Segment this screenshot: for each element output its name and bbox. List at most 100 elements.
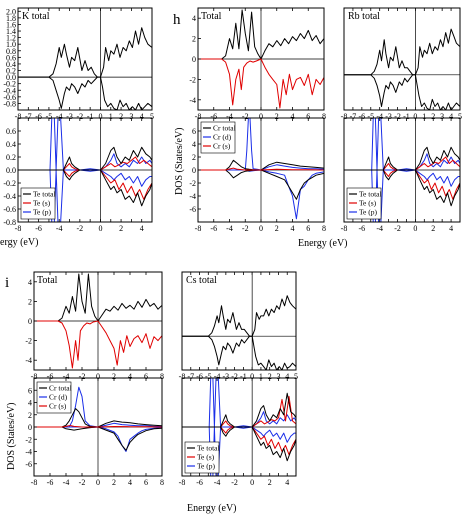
x-tick-label: 5 [294, 372, 298, 381]
panel-title: Total [201, 11, 222, 22]
y-tick-label: 0 [192, 166, 196, 175]
legend-label: Te (p) [33, 208, 52, 217]
y-tick-label: -4 [25, 356, 32, 365]
x-tick-label: 0 [250, 478, 254, 487]
x-tick-label: 4 [291, 112, 295, 121]
series-line-total-0 [18, 27, 152, 78]
y-tick-label: 4 [192, 14, 196, 23]
y-tick-label: -2 [189, 75, 196, 84]
y-tick-label: 1.6 [6, 20, 16, 29]
panel-title: Cs total [186, 275, 217, 286]
y-tick-label: 0.4 [6, 140, 16, 149]
plot-frame [343, 7, 461, 111]
panel-h-cs-top: -8 -7 -6 -5 -4 -3 -2 -1 0 1 2 3 4 5 Rb total [341, 7, 462, 121]
y-tick-label: 0.0 [6, 166, 16, 175]
series-line-total-5 [344, 169, 460, 207]
series-group [198, 118, 324, 220]
series-line-s-1 [198, 58, 324, 109]
x-tick-label: -6 [196, 478, 203, 487]
series-group [344, 28, 460, 110]
dos-label-i: DOS (States/eV) [6, 403, 17, 471]
x-tick-label: 6 [306, 224, 310, 233]
series-line-s-4 [198, 167, 324, 171]
y-tick-label: 4 [28, 399, 32, 408]
series-line-total-0 [182, 295, 296, 337]
y-tick-label: -4 [189, 96, 196, 105]
series-group [34, 273, 162, 369]
x-tick-label: 1 [422, 112, 426, 121]
x-tick-label: 0 [96, 478, 100, 487]
x-tick-label: -8 [195, 112, 202, 121]
series-line-total-3 [198, 169, 324, 200]
y-tick-label: 0.6 [6, 127, 16, 136]
dos-label-h: DOS (States/eV) [174, 128, 185, 196]
legend-label: Te (p) [197, 462, 216, 471]
x-tick-label: 2 [112, 372, 116, 381]
series-line-total-0 [34, 273, 162, 322]
y-tick-label: 0.4 [6, 60, 16, 69]
y-tick-label: 2 [192, 35, 196, 44]
x-tick-label: -2 [231, 372, 238, 381]
panel-g-total-top: -8 -7 -6 -5 -4 -3 -2 -1 0 1 2 3 4 5-0.8-0.6-0.4-0.20.… [3, 7, 154, 121]
x-tick-label: 6 [306, 112, 310, 121]
x-tick-label: 6 [144, 478, 148, 487]
series-group [198, 9, 324, 109]
y-tick-label: 2.0 [6, 7, 16, 16]
x-tick-label: 4 [128, 372, 132, 381]
y-tick-label: -6 [25, 460, 32, 469]
x-tick-label: -2 [231, 478, 238, 487]
plot-frame [181, 271, 297, 371]
panel-title: Rb total [348, 11, 380, 22]
x-tick-label: 4 [449, 112, 453, 121]
x-tick-label: 2 [119, 224, 123, 233]
y-tick-label: 0.0 [6, 73, 16, 82]
x-tick-label: 2 [431, 112, 435, 121]
y-tick-label: 2 [28, 297, 32, 306]
x-tick-label: 4 [140, 224, 144, 233]
x-tick-label: -3 [66, 112, 73, 121]
x-tick-label: -8 [195, 224, 202, 233]
y-tick-label: 0.2 [6, 67, 16, 76]
y-tick-label: -0.2 [3, 80, 16, 89]
y-tick-label: -2 [25, 337, 32, 346]
legend-label: Te total [33, 190, 56, 199]
x-tick-label: -4 [63, 478, 70, 487]
x-tick-label: -4 [63, 372, 70, 381]
x-tick-label: -1 [87, 112, 94, 121]
legend-label: Cr (s) [213, 142, 231, 151]
series-line-s-4 [34, 425, 162, 428]
series-line-total-0 [344, 28, 460, 76]
y-tick-label: 1.8 [6, 14, 16, 23]
x-tick-label: -4 [226, 112, 233, 121]
x-tick-label: 4 [449, 224, 453, 233]
x-tick-label: -8 [179, 478, 186, 487]
series-line-total-4 [344, 146, 460, 171]
series-line-s-3 [182, 426, 296, 456]
x-tick-label: 0 [259, 224, 263, 233]
x-tick-label: -6 [47, 372, 54, 381]
series-line-s-2 [18, 156, 152, 171]
x-tick-label: -1 [240, 372, 247, 381]
x-tick-label: -7 [187, 372, 194, 381]
x-tick-label: -4 [376, 112, 383, 121]
y-tick-label: -6 [189, 205, 196, 214]
y-tick-label: 1.0 [6, 40, 16, 49]
x-tick-label: -8 [15, 112, 22, 121]
series-line-total-2 [34, 408, 162, 428]
x-tick-label: 6 [144, 372, 148, 381]
y-tick-label: 2 [192, 153, 196, 162]
y-tick-label: 4 [28, 278, 32, 287]
panel-letter-h: h [173, 12, 181, 28]
series-line-s-1 [34, 320, 162, 369]
y-tick-label: -4 [189, 192, 196, 201]
legend-label: Cr (s) [49, 402, 67, 411]
x-tick-label: -6 [35, 224, 42, 233]
x-tick-label: -8 [179, 372, 186, 381]
x-tick-label: 0 [259, 112, 263, 121]
x-tick-label: 2 [275, 112, 279, 121]
series-line-s-3 [344, 169, 460, 200]
legend-label: Te (s) [33, 199, 51, 208]
